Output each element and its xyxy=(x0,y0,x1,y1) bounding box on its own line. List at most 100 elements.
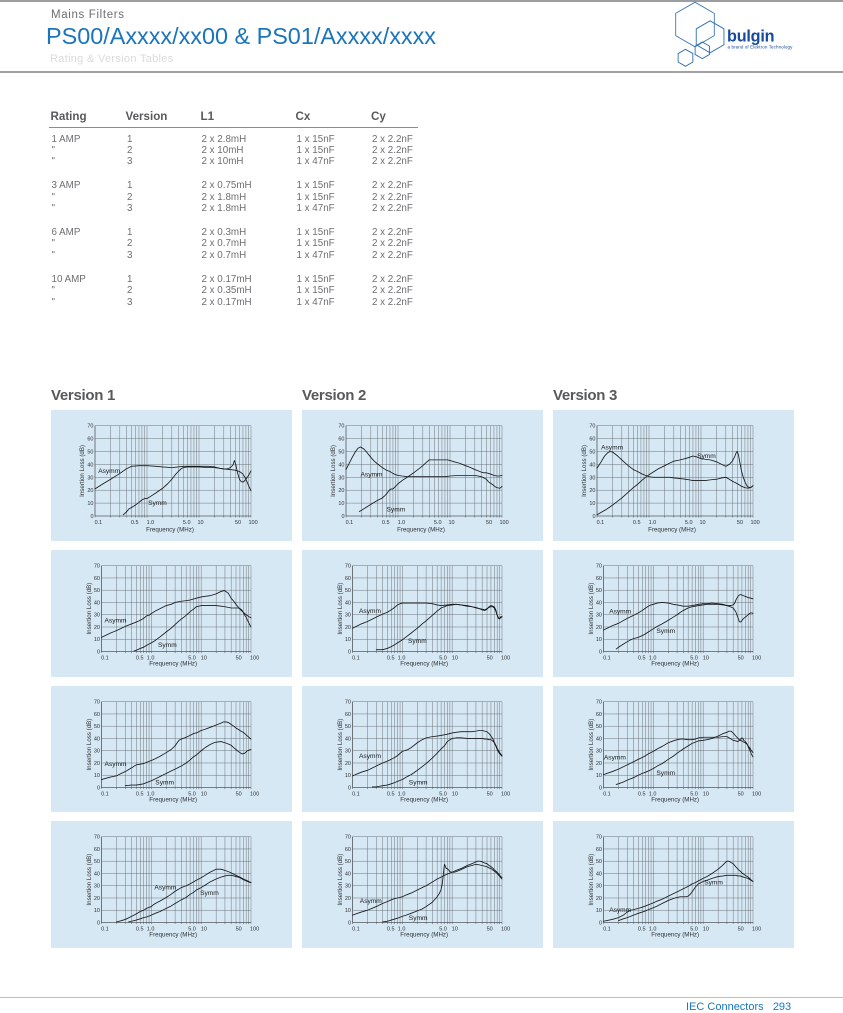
svg-text:Symm: Symm xyxy=(409,780,428,787)
svg-text:Frequency (MHz): Frequency (MHz) xyxy=(397,526,445,533)
svg-text:0.1: 0.1 xyxy=(603,927,611,933)
svg-text:Frequency (MHz): Frequency (MHz) xyxy=(149,797,197,804)
svg-text:50: 50 xyxy=(738,927,744,933)
svg-text:5.0: 5.0 xyxy=(188,927,196,933)
svg-text:0.5: 0.5 xyxy=(638,656,646,662)
svg-text:0.1: 0.1 xyxy=(346,520,354,526)
svg-text:Frequency (MHz): Frequency (MHz) xyxy=(400,661,448,668)
svg-text:50: 50 xyxy=(487,656,493,662)
svg-text:0.5: 0.5 xyxy=(136,656,144,662)
svg-text:100: 100 xyxy=(752,656,761,662)
svg-text:40: 40 xyxy=(596,737,602,743)
svg-text:50: 50 xyxy=(94,859,100,865)
svg-text:40: 40 xyxy=(94,737,100,743)
svg-text:Symm: Symm xyxy=(408,638,427,645)
svg-text:0: 0 xyxy=(348,650,351,656)
svg-text:100: 100 xyxy=(250,792,259,798)
svg-text:70: 70 xyxy=(87,424,93,430)
svg-text:5.0: 5.0 xyxy=(183,520,191,526)
svg-text:30: 30 xyxy=(94,749,100,755)
svg-text:30: 30 xyxy=(338,475,344,481)
svg-text:1.0: 1.0 xyxy=(398,656,406,662)
svg-text:40: 40 xyxy=(94,601,100,607)
svg-text:30: 30 xyxy=(589,475,595,481)
svg-text:Asymm: Asymm xyxy=(359,608,381,615)
svg-text:Insertion Loss (dB): Insertion Loss (dB) xyxy=(588,854,595,906)
svg-text:0.5: 0.5 xyxy=(638,927,646,933)
svg-text:70: 70 xyxy=(94,700,100,706)
svg-text:10: 10 xyxy=(596,773,602,779)
svg-text:Insertion Loss (dB): Insertion Loss (dB) xyxy=(330,445,337,497)
svg-text:0.1: 0.1 xyxy=(603,792,611,798)
svg-text:20: 20 xyxy=(94,761,100,767)
svg-text:Asymm: Asymm xyxy=(609,907,631,914)
svg-text:100: 100 xyxy=(250,927,259,933)
svg-text:60: 60 xyxy=(596,576,602,582)
svg-text:1.0: 1.0 xyxy=(398,520,406,526)
svg-text:Frequency (MHz): Frequency (MHz) xyxy=(651,797,699,804)
svg-text:70: 70 xyxy=(596,564,602,570)
svg-text:Insertion Loss (dB): Insertion Loss (dB) xyxy=(79,445,86,497)
svg-text:40: 40 xyxy=(596,872,602,878)
svg-text:50: 50 xyxy=(236,927,242,933)
svg-text:60: 60 xyxy=(94,576,100,582)
svg-text:10: 10 xyxy=(338,501,344,507)
svg-text:50: 50 xyxy=(345,859,351,865)
svg-text:Asymm: Asymm xyxy=(361,472,383,479)
svg-text:0: 0 xyxy=(341,514,344,520)
svg-text:50: 50 xyxy=(94,588,100,594)
svg-text:30: 30 xyxy=(345,884,351,890)
svg-text:50: 50 xyxy=(596,859,602,865)
svg-text:Insertion Loss (dB): Insertion Loss (dB) xyxy=(588,719,595,771)
svg-text:Asymm: Asymm xyxy=(609,609,631,616)
svg-text:10: 10 xyxy=(449,520,455,526)
svg-text:5.0: 5.0 xyxy=(690,656,698,662)
svg-text:0: 0 xyxy=(599,786,602,792)
svg-text:10: 10 xyxy=(201,792,207,798)
svg-text:40: 40 xyxy=(596,601,602,607)
svg-text:10: 10 xyxy=(201,656,207,662)
svg-text:20: 20 xyxy=(338,488,344,494)
svg-text:20: 20 xyxy=(596,896,602,902)
svg-text:0: 0 xyxy=(599,921,602,927)
svg-text:0: 0 xyxy=(348,921,351,927)
svg-text:0: 0 xyxy=(97,650,100,656)
svg-text:10: 10 xyxy=(345,908,351,914)
svg-text:0: 0 xyxy=(97,786,100,792)
svg-text:30: 30 xyxy=(345,749,351,755)
svg-text:60: 60 xyxy=(345,576,351,582)
svg-text:1.0: 1.0 xyxy=(649,656,657,662)
svg-text:50: 50 xyxy=(236,656,242,662)
svg-text:10: 10 xyxy=(345,773,351,779)
svg-text:Frequency (MHz): Frequency (MHz) xyxy=(400,797,448,804)
svg-text:50: 50 xyxy=(345,724,351,730)
svg-text:5.0: 5.0 xyxy=(690,927,698,933)
svg-text:Symm: Symm xyxy=(200,890,219,897)
svg-text:70: 70 xyxy=(345,564,351,570)
svg-text:0.1: 0.1 xyxy=(95,520,103,526)
svg-text:60: 60 xyxy=(87,437,93,443)
svg-text:50: 50 xyxy=(87,450,93,456)
svg-text:Insertion Loss (dB): Insertion Loss (dB) xyxy=(86,583,93,635)
svg-text:a brand of Elektron Technology: a brand of Elektron Technology xyxy=(728,45,794,50)
svg-text:100: 100 xyxy=(752,792,761,798)
svg-text:0.1: 0.1 xyxy=(352,656,360,662)
svg-text:0: 0 xyxy=(592,514,595,520)
svg-text:70: 70 xyxy=(338,424,344,430)
svg-text:50: 50 xyxy=(487,927,493,933)
svg-text:1.0: 1.0 xyxy=(649,520,657,526)
svg-text:Symm: Symm xyxy=(656,628,675,635)
svg-text:50: 50 xyxy=(487,792,493,798)
svg-text:Insertion Loss (dB): Insertion Loss (dB) xyxy=(581,445,588,497)
svg-text:20: 20 xyxy=(94,896,100,902)
svg-text:Symm: Symm xyxy=(697,453,716,460)
svg-text:Asymm: Asymm xyxy=(105,761,127,768)
svg-text:40: 40 xyxy=(345,737,351,743)
svg-text:Asymm: Asymm xyxy=(105,618,127,625)
svg-text:0.5: 0.5 xyxy=(387,927,395,933)
svg-text:0.1: 0.1 xyxy=(101,656,109,662)
svg-text:1.0: 1.0 xyxy=(398,927,406,933)
svg-text:20: 20 xyxy=(589,488,595,494)
svg-text:Insertion Loss (dB): Insertion Loss (dB) xyxy=(337,854,344,906)
svg-text:5.0: 5.0 xyxy=(439,656,447,662)
